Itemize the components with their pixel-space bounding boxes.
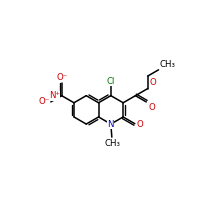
- Text: N⁺: N⁺: [49, 91, 60, 100]
- Text: O⁻: O⁻: [56, 73, 67, 82]
- Text: CH₃: CH₃: [160, 60, 176, 69]
- Text: CH₃: CH₃: [104, 139, 120, 148]
- Text: O: O: [137, 120, 144, 129]
- Text: O: O: [149, 78, 156, 87]
- Text: O: O: [148, 103, 155, 112]
- Text: Cl: Cl: [107, 77, 115, 86]
- Text: N: N: [108, 120, 114, 129]
- Text: O⁻: O⁻: [38, 97, 49, 106]
